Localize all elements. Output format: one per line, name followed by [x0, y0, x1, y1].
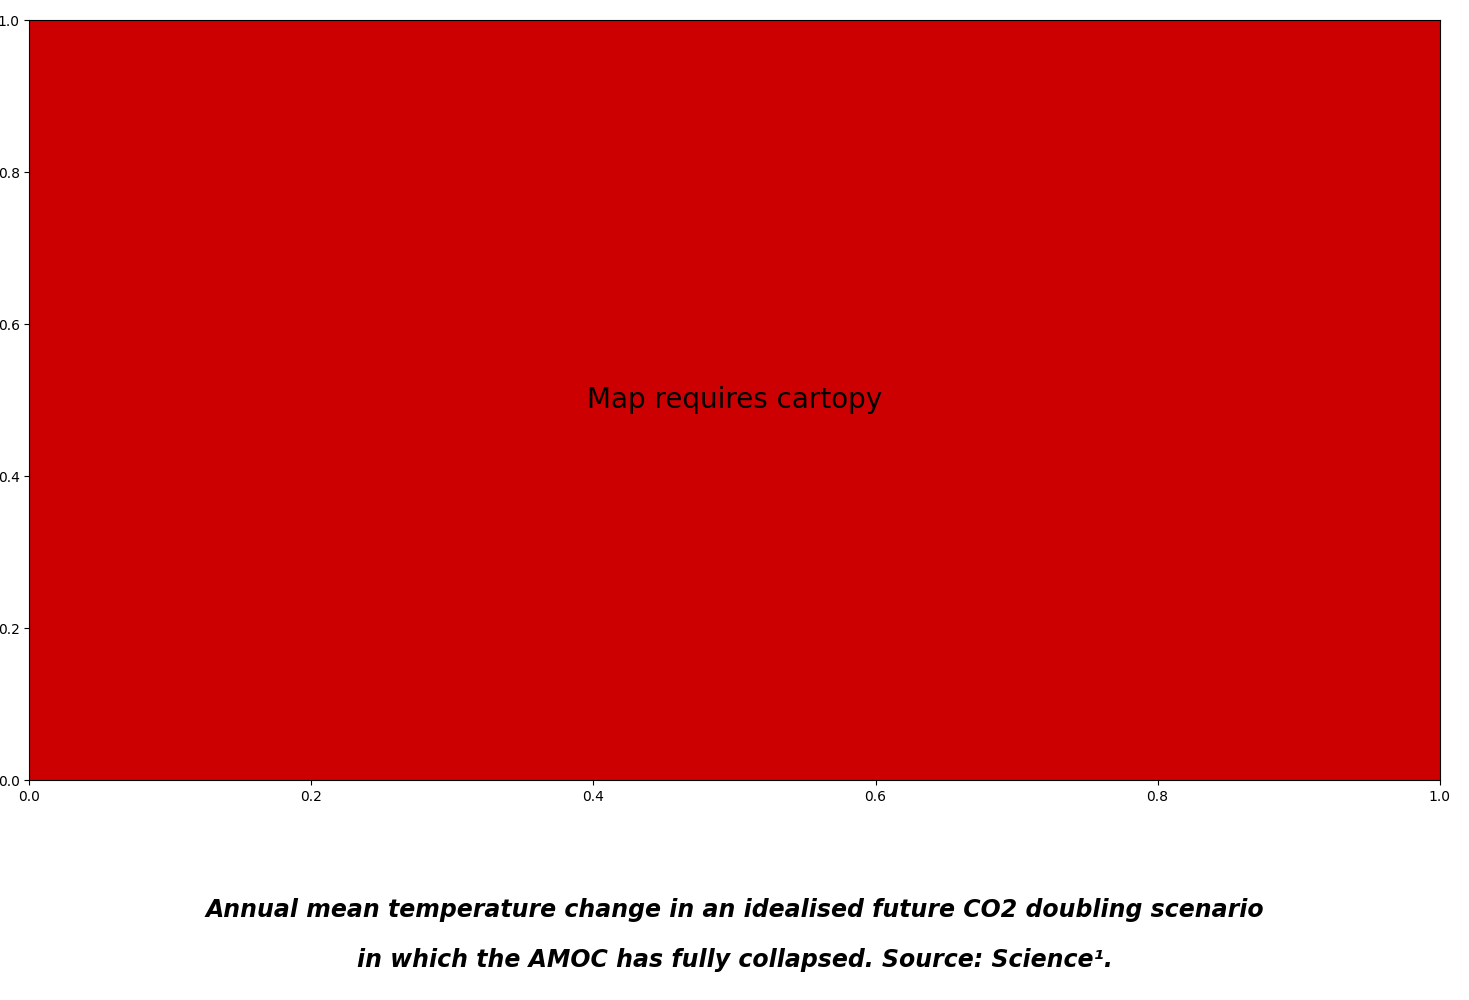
- Text: Annual mean temperature change in an idealised future CO2 doubling scenario: Annual mean temperature change in an ide…: [206, 898, 1263, 922]
- Text: Map requires cartopy: Map requires cartopy: [588, 386, 881, 414]
- Text: in which the AMOC has fully collapsed. Source: Science¹.: in which the AMOC has fully collapsed. S…: [357, 948, 1112, 972]
